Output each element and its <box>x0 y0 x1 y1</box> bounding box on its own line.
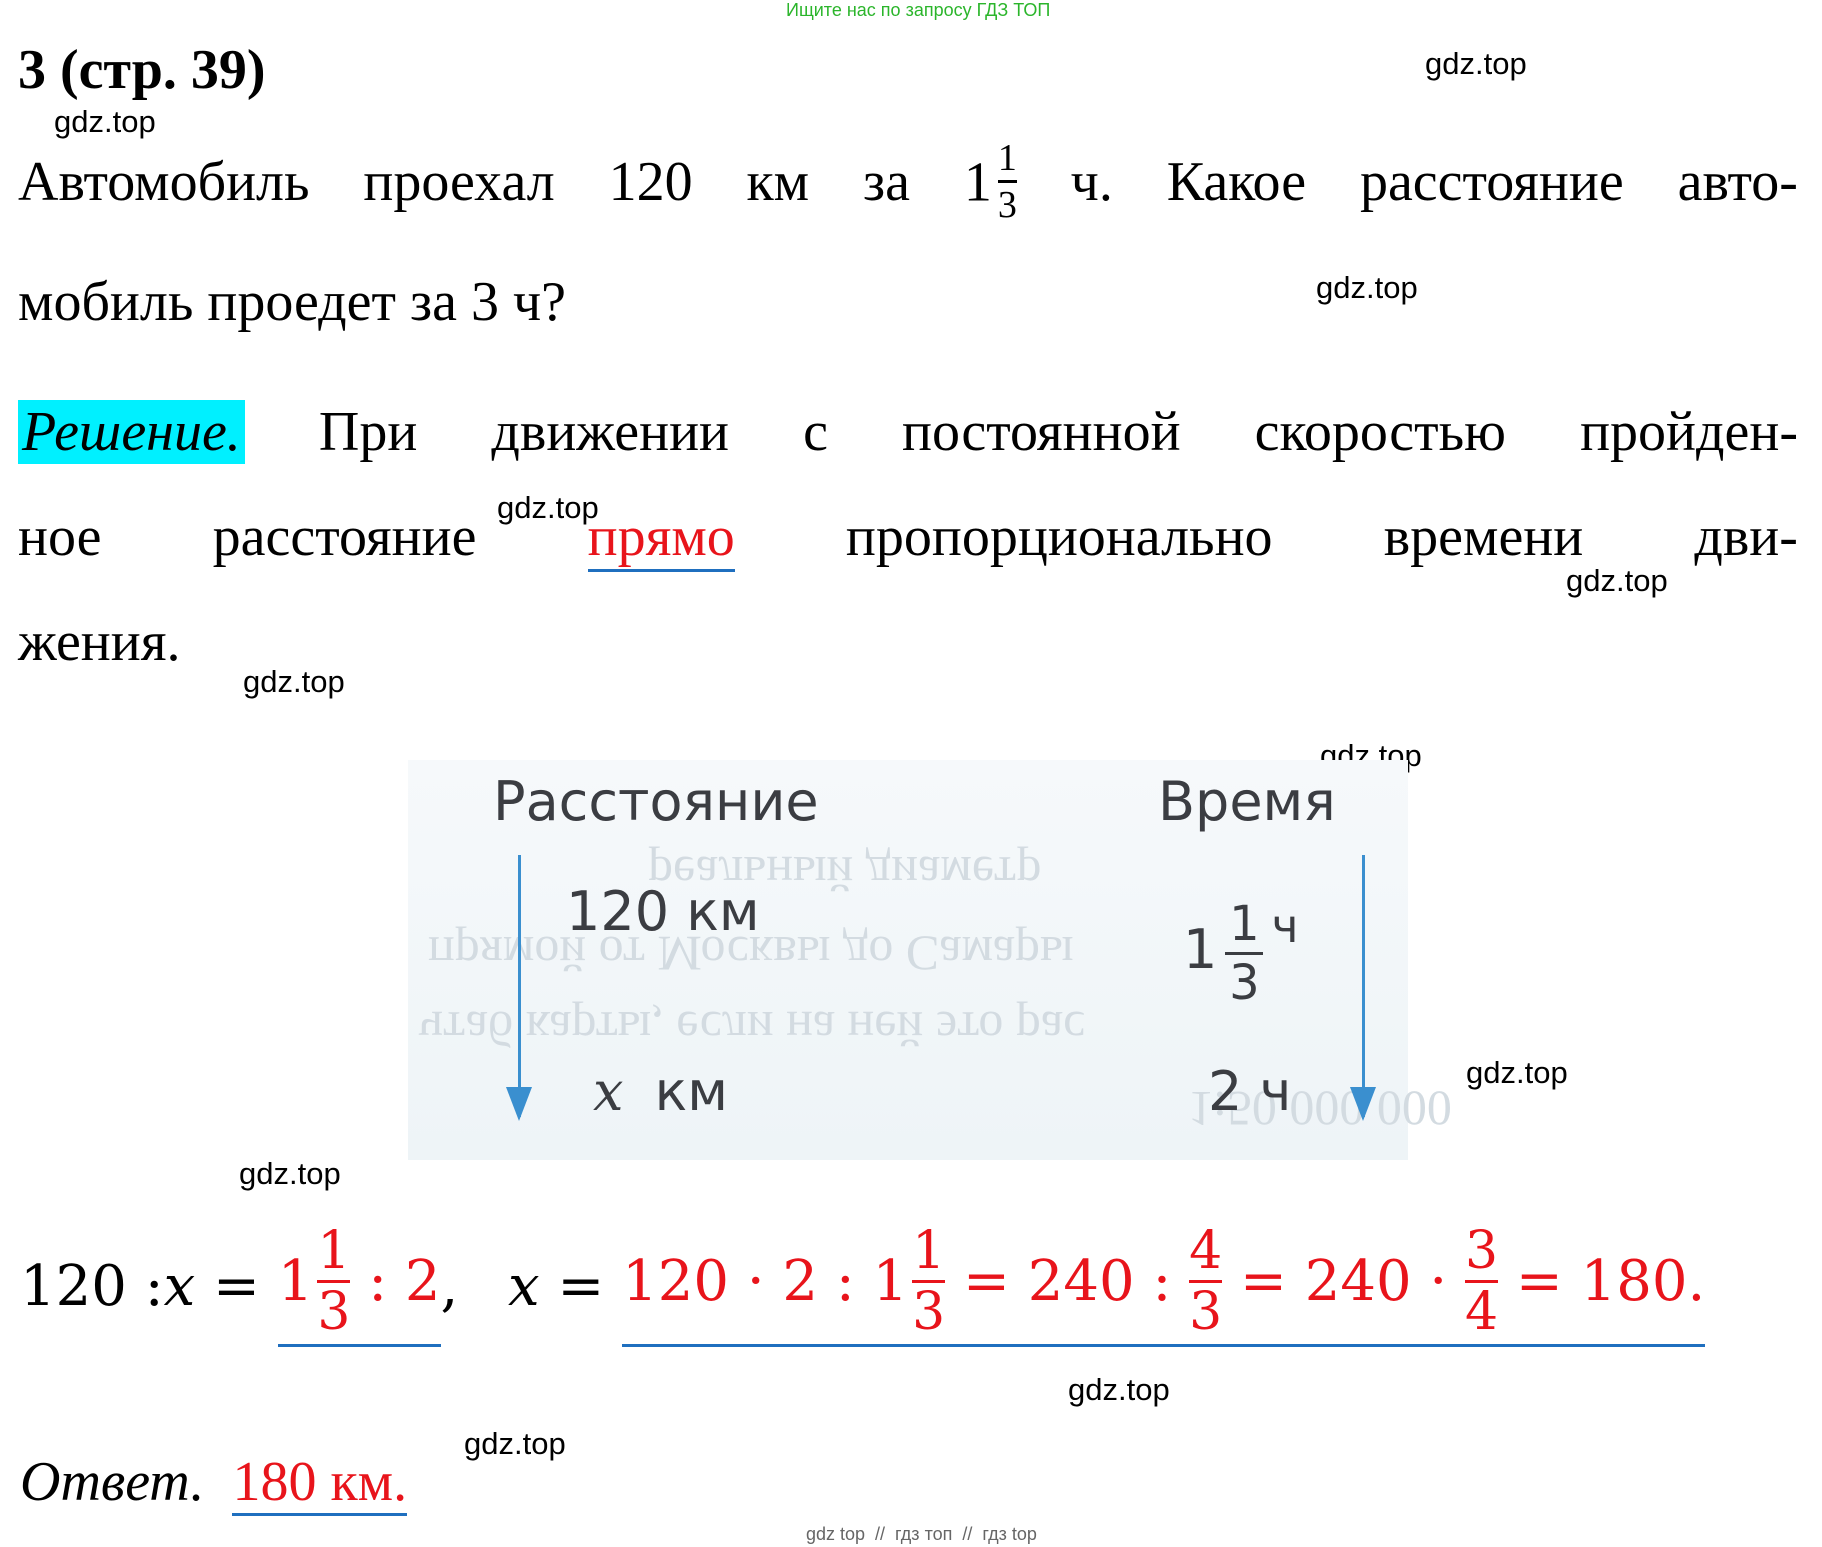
top-banner[interactable]: Ищите нас по запросу ГДЗ ТОП <box>786 0 1051 20</box>
solution-line-2: ное расстояние прямо пропорционально вре… <box>18 505 1798 572</box>
watermark: gdz.top <box>1068 1372 1170 1407</box>
answer-value: 180 км. <box>232 1451 408 1516</box>
proportion-table-image: реальный диаметр прямой от Москвы до Сам… <box>408 760 1452 1160</box>
fraction: 4 3 <box>1189 1221 1223 1342</box>
word: Автомобиль <box>18 151 310 214</box>
time-value-2: 2 ч <box>1208 1060 1292 1123</box>
word: ное <box>18 506 102 568</box>
time-arrow <box>1350 855 1376 1121</box>
problem-line-2: мобиль проедет за 3 ч? <box>18 271 566 333</box>
page-title: 3 (стр. 39) <box>18 39 266 101</box>
highlight-word: прямо <box>587 505 735 572</box>
solution-label: Решение. <box>18 400 245 464</box>
word: При <box>318 401 418 463</box>
distance-arrow <box>506 855 532 1121</box>
watermark: gdz.top <box>497 490 599 525</box>
watermark: gdz.top <box>239 1156 341 1191</box>
word: постоянной <box>902 401 1181 463</box>
fraction: 1 3 <box>1225 900 1264 1007</box>
time-value-1: 1 1 3 ч <box>1183 896 1299 1011</box>
watermark: gdz.top <box>54 104 156 139</box>
word: времени <box>1383 506 1584 568</box>
fraction: 1 3 <box>317 1221 351 1342</box>
distance-value-1: 120 км <box>566 880 760 943</box>
watermark: gdz.top <box>1425 46 1527 81</box>
word: расстояние <box>212 506 477 568</box>
word: пропорционально <box>845 506 1273 568</box>
word: км <box>746 151 810 214</box>
word: проехал <box>363 151 555 214</box>
word: за <box>862 151 910 214</box>
proportion-expression: 1 1 3 : 2 <box>277 1221 441 1347</box>
problem-line-1: Автомобиль проехал 120 км за 1 1 3 ч. Ка… <box>18 137 1798 230</box>
solution-line-3: жения. <box>18 611 181 673</box>
distance-header: Расстояние <box>493 770 819 833</box>
word: скоростью <box>1254 401 1506 463</box>
word: 120 <box>608 151 693 214</box>
answer-label: Ответ. <box>20 1451 205 1513</box>
watermark: gdz.top <box>1466 1055 1568 1090</box>
distance-value-2: x км <box>593 1060 728 1123</box>
word: Какое <box>1166 151 1307 214</box>
equation-right: x = 120 · 2 : 1 1 3 = 240 : 4 3 = 240 · … <box>508 1221 1706 1347</box>
word: движении <box>491 401 730 463</box>
word: с <box>803 401 828 463</box>
equation-left: 120 : x = 1 1 3 : 2 , <box>20 1225 458 1347</box>
answer: Ответ. 180 км. <box>20 1450 408 1516</box>
mixed-number: 1 1 3 <box>963 137 1017 226</box>
solution-line-1: Решение. При движении с постоянной скоро… <box>18 400 1798 464</box>
watermark: gdz.top <box>1566 563 1668 598</box>
time-header: Время <box>1158 770 1336 833</box>
watermark: gdz.top <box>464 1426 566 1461</box>
word: авто- <box>1677 151 1798 214</box>
watermark: gdz.top <box>1316 270 1418 305</box>
fraction: 1 3 <box>997 137 1017 226</box>
footer-links[interactable]: gdz top // гдз топ // гдз top <box>806 1524 1037 1544</box>
fraction: 3 4 <box>1465 1221 1499 1342</box>
word: ч. <box>1070 151 1113 214</box>
solution-expression: 120 · 2 : 1 1 3 = 240 : 4 3 = 240 · 3 4 … <box>622 1221 1706 1347</box>
word: пройден- <box>1580 401 1798 463</box>
word: дви- <box>1694 506 1798 568</box>
word: расстояние <box>1359 151 1624 214</box>
watermark: gdz.top <box>243 664 345 699</box>
fraction: 1 3 <box>912 1221 946 1342</box>
